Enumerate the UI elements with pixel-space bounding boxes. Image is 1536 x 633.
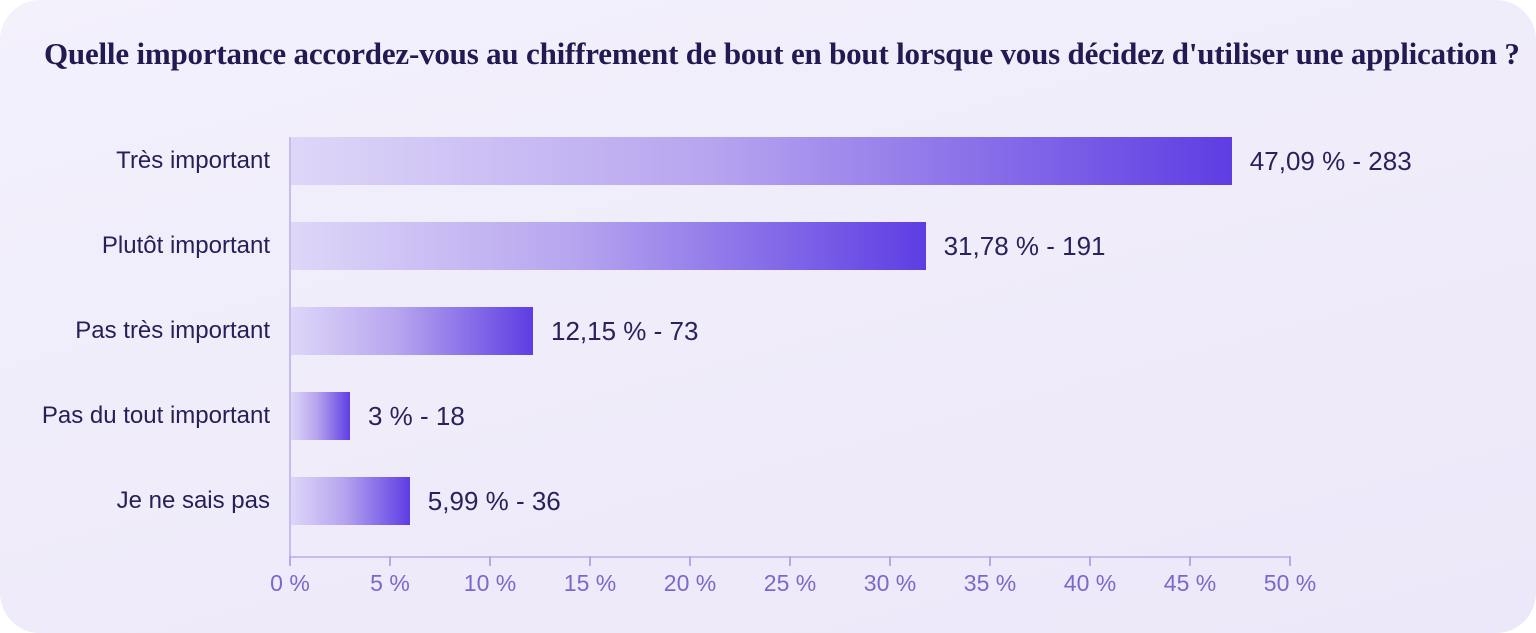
bar-chart: Très important 47,09 % - 283 Plutôt impo…	[0, 137, 1536, 562]
value-label: 47,09 % - 283	[1249, 145, 1412, 176]
category-label: Pas très important	[75, 317, 270, 344]
axis-tick-label: 0 %	[270, 570, 310, 596]
axis-tick	[689, 556, 691, 566]
axis-tick-label: 20 %	[663, 570, 717, 596]
bar-row: Pas très important 12,15 % - 73	[0, 307, 1536, 355]
value-label: 12,15 % - 73	[551, 315, 699, 346]
x-axis: 0 % 5 % 10 % 15 % 20 % 25 % 30 % 35 % 40…	[270, 556, 1316, 596]
axis-tick	[589, 556, 591, 566]
bar-row: Très important 47,09 % - 283	[0, 137, 1536, 185]
axis-tick	[1289, 556, 1291, 566]
axis-tick-label: 15 %	[563, 570, 617, 596]
axis-tick-label: 30 %	[863, 570, 917, 596]
bar-rows: Très important 47,09 % - 283 Plutôt impo…	[0, 137, 1536, 525]
axis-tick-label: 5 %	[370, 570, 410, 596]
bar	[290, 222, 926, 270]
y-axis-line	[289, 137, 291, 558]
bar-row: Pas du tout important 3 % - 18	[0, 392, 1536, 440]
value-label: 5,99 % - 36	[427, 485, 561, 516]
axis-tick-label: 10 %	[463, 570, 517, 596]
category-label: Pas du tout important	[41, 402, 270, 429]
value-label: 31,78 % - 191	[943, 230, 1106, 261]
bar	[290, 477, 410, 525]
axis-tick	[1089, 556, 1091, 566]
axis-tick	[389, 556, 391, 566]
axis-tick-label: 40 %	[1063, 570, 1117, 596]
axis-tick-label: 50 %	[1263, 570, 1317, 596]
category-label: Très important	[116, 147, 270, 174]
page-title: Quelle importance accordez-vous au chiff…	[44, 36, 1520, 71]
axis-tick	[489, 556, 491, 566]
bar	[290, 392, 350, 440]
axis-tick	[789, 556, 791, 566]
axis-tick-label: 35 %	[963, 570, 1017, 596]
axis-tick-label: 45 %	[1163, 570, 1217, 596]
axis-tick	[1189, 556, 1191, 566]
bar	[290, 137, 1232, 185]
axis-tick-label: 25 %	[763, 570, 817, 596]
category-label: Plutôt important	[101, 232, 270, 259]
axis-tick	[989, 556, 991, 566]
value-label: 3 % - 18	[368, 400, 465, 431]
axis-tick	[889, 556, 891, 566]
bar-row: Plutôt important 31,78 % - 191	[0, 222, 1536, 270]
category-label: Je ne sais pas	[116, 487, 270, 514]
bar-row: Je ne sais pas 5,99 % - 36	[0, 477, 1536, 525]
bar	[290, 307, 533, 355]
axis-tick	[289, 556, 291, 566]
